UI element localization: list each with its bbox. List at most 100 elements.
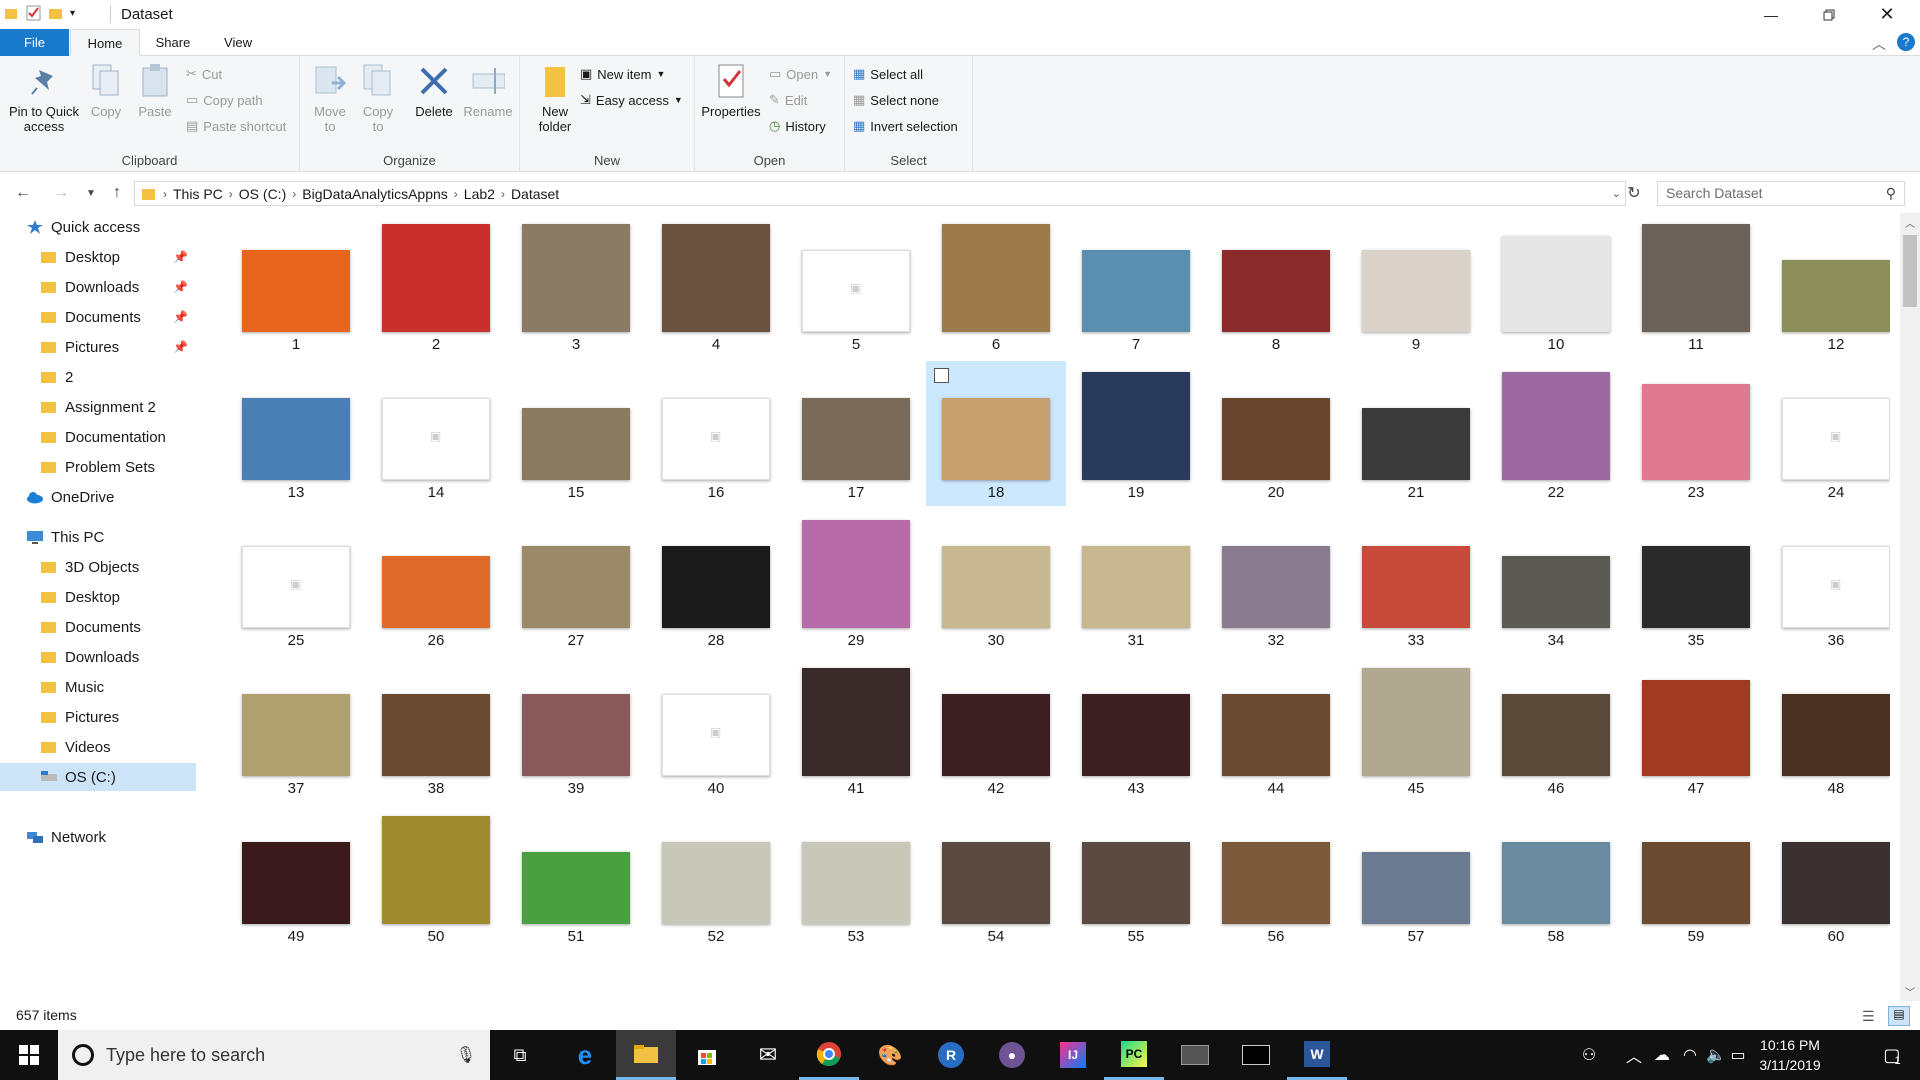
file-tile[interactable]: 28 [646, 509, 786, 654]
file-tile[interactable]: 49 [226, 805, 366, 950]
paint-button[interactable]: 🎨 [860, 1030, 920, 1080]
delete-button[interactable]: Delete [412, 62, 456, 119]
nav-quick-item[interactable]: Documentation [0, 423, 196, 451]
mail-button[interactable]: ✉ [738, 1030, 798, 1080]
nav-quick-item[interactable]: Documents 📌 [0, 303, 196, 331]
nav-quick-item[interactable]: Desktop 📌 [0, 243, 196, 271]
copy-to-button[interactable]: Copy to [358, 62, 398, 134]
file-tile[interactable]: 46 [1486, 657, 1626, 802]
select-none-button[interactable]: ▦ Select none [853, 90, 939, 110]
file-tile[interactable]: 31 [1066, 509, 1206, 654]
file-tile[interactable]: 24 [1766, 361, 1890, 506]
file-tile[interactable]: 6 [926, 213, 1066, 358]
file-tile[interactable]: 12 [1766, 213, 1890, 358]
file-tile[interactable]: 56 [1206, 805, 1346, 950]
select-all-button[interactable]: ▦ Select all [853, 64, 923, 84]
nav-quick-item[interactable]: 2 [0, 363, 196, 391]
move-to-button[interactable]: Move to [310, 62, 350, 134]
breadcrumb-os-c[interactable]: OS (C:) [238, 185, 287, 202]
volume-icon[interactable]: 🔈 [1706, 1047, 1726, 1064]
file-tile[interactable]: 19 [1066, 361, 1206, 506]
nav-quick-item[interactable]: Problem Sets [0, 453, 196, 481]
nav-this-pc[interactable]: This PC [0, 523, 196, 551]
back-arrow-icon[interactable]: ← [15, 184, 31, 201]
r-button[interactable]: R [921, 1030, 981, 1080]
taskbar-search-box[interactable]: Type here to search 🎙 [58, 1030, 490, 1080]
open-button[interactable]: ▭ Open ▼ [769, 64, 832, 84]
file-tile[interactable]: 16 [646, 361, 786, 506]
file-tile[interactable]: 51 [506, 805, 646, 950]
file-tile[interactable]: 41 [786, 657, 926, 802]
file-tile[interactable]: 48 [1766, 657, 1890, 802]
show-hidden-icons-icon[interactable]: ︿ [1625, 1049, 1642, 1066]
file-tile[interactable]: 26 [366, 509, 506, 654]
nav-quick-item[interactable]: Downloads 📌 [0, 273, 196, 301]
copy-button[interactable]: Copy [84, 62, 128, 119]
word-button[interactable]: W [1287, 1030, 1347, 1080]
onedrive-tray-icon[interactable]: ☁ [1654, 1047, 1670, 1064]
breadcrumb-dataset[interactable]: Dataset [510, 185, 560, 202]
nav-pc-item[interactable]: Documents [0, 613, 196, 641]
chrome-button[interactable] [799, 1030, 859, 1080]
file-tile[interactable]: 15 [506, 361, 646, 506]
restore-button[interactable] [1800, 0, 1858, 29]
task-view-button[interactable]: ⧉ [490, 1030, 550, 1080]
invert-selection-button[interactable]: ▦ Invert selection [853, 116, 958, 136]
new-item-button[interactable]: ▣ New item ▼ [580, 64, 665, 84]
cut-button[interactable]: ✂ Cut [186, 64, 222, 84]
file-tile[interactable]: 37 [226, 657, 366, 802]
file-tile[interactable]: 18 [926, 361, 1066, 506]
paste-button[interactable]: Paste [133, 62, 177, 119]
paste-shortcut-button[interactable]: ▤ Paste shortcut [186, 116, 286, 136]
file-tile[interactable]: 1 [226, 213, 366, 358]
file-tile[interactable]: 43 [1066, 657, 1206, 802]
file-tile[interactable]: 7 [1066, 213, 1206, 358]
store-button[interactable] [677, 1030, 737, 1080]
tab-view[interactable]: View [224, 35, 252, 50]
nav-pc-item[interactable]: Videos [0, 733, 196, 761]
file-tile[interactable]: 54 [926, 805, 1066, 950]
copy-path-button[interactable]: ▭ Copy path [186, 90, 263, 110]
search-input[interactable]: Search Dataset ⚲ [1657, 181, 1905, 206]
file-tile[interactable]: 23 [1626, 361, 1766, 506]
start-button[interactable] [0, 1030, 58, 1080]
file-tile[interactable]: 20 [1206, 361, 1346, 506]
refresh-icon[interactable]: ↻ [1627, 185, 1641, 202]
file-tile[interactable]: 5 [786, 213, 926, 358]
close-button[interactable]: ✕ [1858, 0, 1916, 29]
file-tile[interactable]: 60 [1766, 805, 1890, 950]
easy-access-button[interactable]: ⇲ Easy access ▼ [580, 90, 683, 110]
file-tile[interactable]: 11 [1626, 213, 1766, 358]
properties-check-icon[interactable] [24, 5, 42, 21]
file-tile[interactable]: 30 [926, 509, 1066, 654]
nav-network[interactable]: Network [0, 823, 196, 851]
file-tile[interactable]: 33 [1346, 509, 1486, 654]
nav-pc-item[interactable]: Downloads [0, 643, 196, 671]
large-icons-view-icon[interactable]: ▤ [1888, 1006, 1910, 1026]
breadcrumb-bigdata[interactable]: BigDataAnalyticsAppns [302, 185, 448, 202]
file-tile[interactable]: 2 [366, 213, 506, 358]
file-tile[interactable]: 53 [786, 805, 926, 950]
nav-quick-item[interactable]: Pictures 📌 [0, 333, 196, 361]
file-tile[interactable]: 47 [1626, 657, 1766, 802]
wifi-icon[interactable]: ◠ [1683, 1047, 1697, 1064]
nav-quick-item[interactable]: Assignment 2 [0, 393, 196, 421]
address-bar[interactable]: › This PC › OS (C:) › BigDataAnalyticsAp… [134, 181, 1626, 206]
file-tile[interactable]: 36 [1766, 509, 1890, 654]
selection-checkbox[interactable] [934, 368, 949, 383]
people-icon[interactable]: ⚇ [1581, 1047, 1597, 1064]
tab-home[interactable]: Home [70, 29, 140, 56]
file-tile[interactable]: 59 [1626, 805, 1766, 950]
new-folder-button[interactable]: New folder [530, 62, 580, 134]
console-button[interactable] [1165, 1030, 1225, 1080]
nav-pc-item[interactable]: OS (C:) [0, 763, 196, 791]
file-tile[interactable]: 55 [1066, 805, 1206, 950]
scroll-down-icon[interactable]: ﹀ [1905, 988, 1915, 999]
file-tile[interactable]: 34 [1486, 509, 1626, 654]
file-tile[interactable]: 58 [1486, 805, 1626, 950]
file-tile[interactable]: 21 [1346, 361, 1486, 506]
pycharm-button[interactable]: PC [1104, 1030, 1164, 1080]
file-tile[interactable]: 40 [646, 657, 786, 802]
pin-quick-access-button[interactable]: Pin to Quick access [4, 62, 84, 134]
file-tile[interactable]: 27 [506, 509, 646, 654]
